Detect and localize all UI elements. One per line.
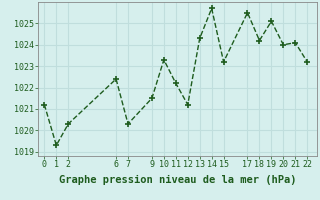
- X-axis label: Graphe pression niveau de la mer (hPa): Graphe pression niveau de la mer (hPa): [59, 175, 296, 185]
